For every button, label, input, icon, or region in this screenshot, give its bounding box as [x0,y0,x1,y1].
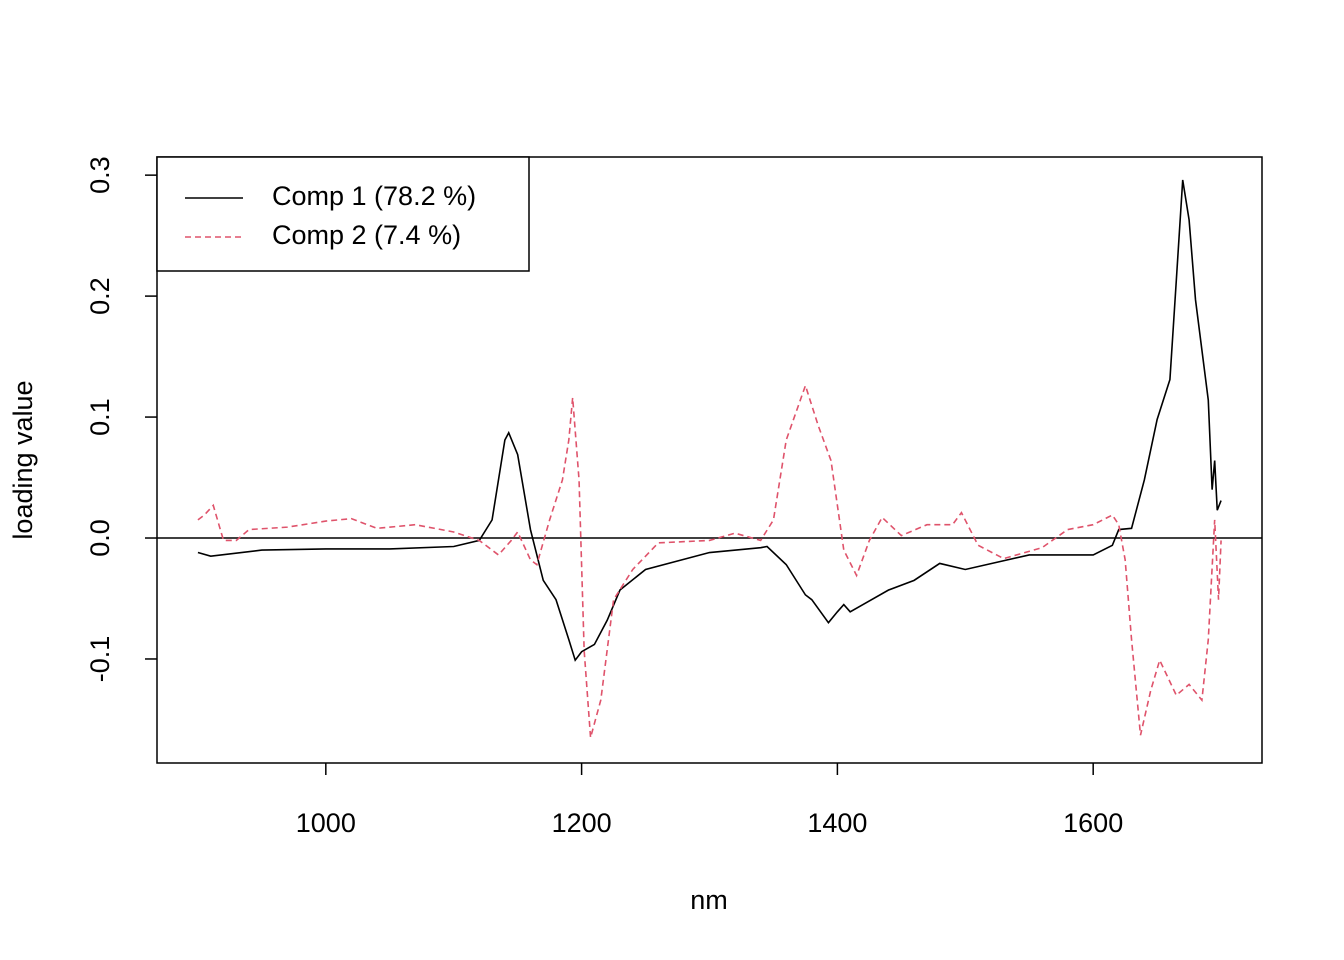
legend-box [156,156,530,272]
x-axis-title: nm [690,885,728,915]
plot-frame [156,156,1263,764]
x-tick-label: 1200 [552,808,612,838]
legend-label: Comp 2 (7.4 %) [272,220,461,250]
x-tick-label: 1400 [807,808,867,838]
y-tick-label: -0.1 [85,636,115,683]
x-tick-label: 1000 [296,808,356,838]
y-tick-label: 0.0 [85,519,115,557]
legend-label: Comp 1 (78.2 %) [272,181,476,211]
y-tick-label: 0.2 [85,277,115,315]
y-tick-label: 0.3 [85,156,115,194]
series-line [197,179,1222,662]
y-axis-title: loading value [8,380,38,539]
series-line [197,383,1222,738]
y-tick-label: 0.1 [85,398,115,436]
x-tick-label: 1600 [1063,808,1123,838]
